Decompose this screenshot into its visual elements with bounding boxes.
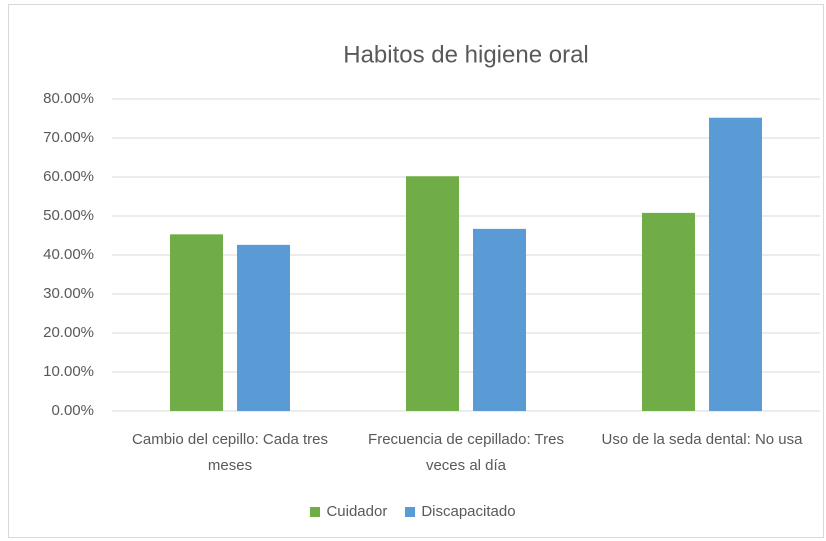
legend-swatch [310,506,321,517]
legend-label: Cuidador [326,503,388,520]
y-tick-label: 50.00% [43,207,94,224]
legend-swatch [405,506,416,517]
legend-label: Discapacitado [421,503,516,520]
y-tick-label: 10.00% [43,363,94,380]
bar [709,117,762,411]
legend: Cuidador Discapacitado [0,503,826,520]
bar [170,234,223,411]
y-tick-label: 30.00% [43,285,94,302]
bar [642,212,695,411]
y-tick-label: 40.00% [43,246,94,263]
y-tick-label: 0.00% [51,402,94,419]
legend-item: Discapacitado [405,503,516,520]
x-tick-label: Cambio del cepillo: Cada tres meses [132,431,328,474]
y-tick-label: 20.00% [43,324,94,341]
bar [237,244,290,411]
y-tick-label: 60.00% [43,168,94,185]
bar [473,228,526,411]
chart-frame [8,4,824,538]
chart-title: Habitos de higiene oral [343,41,589,68]
x-tick-label: Uso de la seda dental: No usa [601,431,803,448]
y-tick-label: 70.00% [43,129,94,146]
legend-item: Cuidador [310,503,387,520]
bar [406,176,459,411]
y-tick-label: 80.00% [43,90,94,107]
x-tick-label: Frecuencia de cepillado: Tres veces al d… [368,431,564,474]
